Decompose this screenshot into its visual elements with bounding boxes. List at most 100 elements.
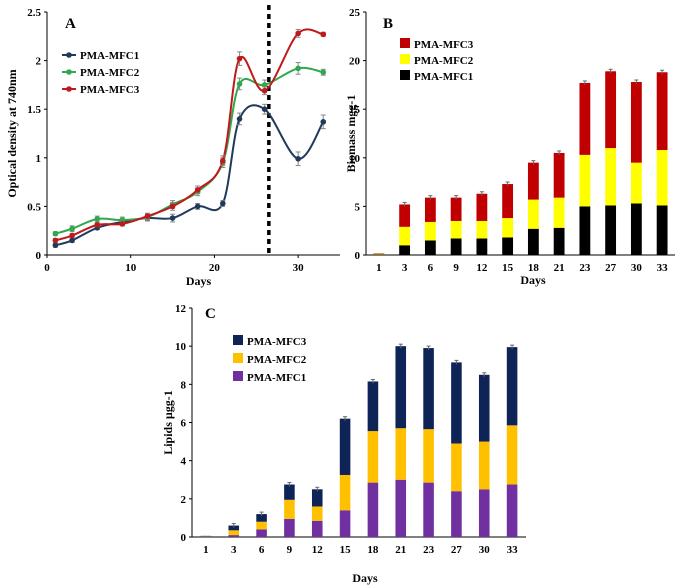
bar-segment-pma-mfc3	[256, 514, 267, 522]
data-point	[69, 237, 75, 244]
data-point	[261, 106, 268, 112]
legend-swatch	[233, 353, 243, 363]
bar-segment-pma-mfc1	[553, 227, 565, 255]
data-point	[236, 81, 243, 87]
bar-segment-pma-mfc3	[579, 82, 591, 155]
bar-segment-pma-mfc2	[478, 441, 490, 490]
data-point	[236, 116, 243, 122]
y-tick-label: 0	[181, 532, 187, 544]
bar-segment-pma-mfc3	[506, 347, 518, 426]
x-tick-label: 23	[423, 544, 435, 556]
x-tick-label: 6	[259, 544, 265, 556]
x-tick-label: 27	[605, 262, 617, 274]
legend-label: PMA-MFC3	[80, 84, 140, 96]
bar-segment-pma-mfc1	[395, 479, 407, 537]
x-tick-label: 27	[451, 544, 463, 556]
bar-segment-pma-mfc2	[605, 148, 617, 206]
bar-segment-pma-mfc3	[656, 72, 668, 151]
x-tick-label: 0	[44, 262, 50, 274]
x-axis-label: Days	[520, 273, 546, 287]
legend-label: PMA-MFC3	[247, 336, 307, 348]
bar-segment-pma-mfc2	[423, 429, 434, 483]
bar-segment-pma-mfc3	[284, 484, 295, 500]
bar-segment-pma-mfc3	[502, 184, 514, 219]
x-tick-label: 21	[554, 262, 565, 274]
x-tick-label: 15	[340, 544, 352, 556]
x-tick-label: 30	[293, 262, 305, 274]
x-tick-label: 10	[125, 262, 137, 274]
y-tick-label: 4	[181, 456, 187, 468]
bar-segment-pma-mfc2	[399, 226, 411, 246]
data-point	[94, 222, 101, 228]
panel-a-chart: 0 0.5 1 1.5 2 2.5 0 10 20 30 Days Optical density a…	[5, 5, 340, 288]
y-tick-label: 10	[349, 153, 361, 165]
data-point	[94, 216, 101, 222]
bar-segment-pma-mfc2	[502, 218, 514, 238]
bar-segment-pma-mfc3	[395, 346, 407, 429]
x-tick-label: 3	[402, 262, 408, 274]
bar-segment-pma-mfc1	[284, 518, 295, 537]
legend-marker	[66, 69, 72, 75]
bar-segment-pma-mfc1	[506, 484, 518, 537]
bar-segment-pma-mfc2	[339, 474, 351, 511]
y-tick-label: 10	[175, 341, 187, 353]
legend-swatch	[400, 54, 410, 64]
legend-swatch	[233, 335, 243, 345]
y-tick-label: 20	[349, 56, 361, 68]
data-point	[320, 119, 327, 125]
bar-segment-pma-mfc1	[339, 510, 351, 537]
data-point	[169, 203, 176, 210]
legend-swatch	[233, 371, 243, 381]
bar-segment-pma-mfc1	[579, 206, 591, 255]
data-point	[194, 187, 201, 193]
legend-label: PMA-MFC2	[80, 67, 140, 79]
x-axis-label: Days	[186, 274, 212, 288]
y-tick-label: 12	[175, 303, 187, 315]
bar-segment-pma-mfc1	[476, 238, 488, 255]
y-tick-label: 2	[36, 56, 42, 68]
legend-label: PMA-MFC1	[414, 71, 473, 83]
y-axis-label: Optical density at 740nm	[5, 69, 19, 197]
y-axis-label: Biomass mgg-1	[344, 95, 358, 173]
bar-segment-pma-mfc1	[424, 240, 436, 255]
data-point	[295, 65, 301, 72]
data-point	[295, 155, 301, 162]
bar-segment-pma-mfc3	[450, 197, 462, 221]
x-tick-label: 30	[479, 544, 491, 556]
data-point	[220, 200, 226, 207]
bar-segment-pma-mfc2	[630, 162, 642, 204]
data-point	[169, 215, 176, 221]
y-axis-label: Lipids µgg-1	[161, 390, 175, 455]
bar-segment-pma-mfc1	[527, 228, 539, 255]
legend-label: PMA-MFC2	[414, 55, 474, 67]
x-tick-label: 9	[287, 544, 293, 556]
data-point	[194, 203, 201, 210]
data-point	[320, 31, 327, 38]
y-tick-label: 8	[181, 379, 187, 391]
y-tick-label: 1	[36, 153, 42, 165]
bar-segment-pma-mfc1	[423, 482, 434, 537]
bar-segment-pma-mfc3	[311, 489, 323, 507]
data-point	[320, 69, 327, 76]
y-tick-label: 1.5	[27, 104, 41, 116]
bar-segment-pma-mfc3	[423, 348, 434, 430]
bar-segment-pma-mfc1	[256, 529, 267, 537]
y-tick-label: 2	[181, 494, 187, 506]
bar-segment-pma-mfc2	[527, 199, 539, 229]
x-tick-label: 6	[428, 262, 434, 274]
bar-segment-pma-mfc2	[311, 506, 323, 521]
y-tick-label: 0.5	[27, 201, 41, 213]
y-tick-label: 5	[355, 201, 361, 213]
legend-marker	[66, 86, 72, 92]
panel-c-chart: 0 2 4 6 8 10 12 1 3 6 9 12 15 18 21 23 27 30 33 Days Lipids …	[161, 303, 526, 585]
bar-segment-pma-mfc3	[228, 525, 240, 531]
bar-segment-pma-mfc2	[451, 443, 462, 492]
bar-segment-pma-mfc3	[451, 362, 462, 444]
bar-segment-pma-mfc1	[656, 205, 668, 255]
data-point	[52, 230, 59, 237]
bar-segment-pma-mfc2	[256, 521, 267, 530]
bar-segment-pma-mfc3	[339, 418, 351, 475]
x-tick-label: 1	[203, 544, 209, 556]
legend-swatch	[400, 70, 410, 80]
